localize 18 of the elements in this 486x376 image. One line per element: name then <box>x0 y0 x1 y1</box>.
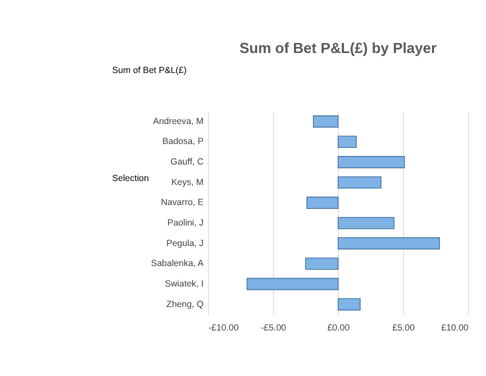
y-tick-label: Swiatek, I <box>164 278 204 288</box>
y-tick-label: Zheng, Q <box>166 298 204 309</box>
x-tick-label: -£5.00 <box>260 322 286 332</box>
y-tick-label: Andreeva, M <box>152 116 204 126</box>
x-tick-label: £5.00 <box>392 322 415 332</box>
y-tick-label: Gauff, C <box>170 156 204 167</box>
y-tick-label: Navarro, E <box>160 197 204 208</box>
y-tick-label: Keys, M <box>171 176 204 187</box>
x-tick-label: -£10.00 <box>208 322 239 332</box>
y-tick-label: Paolini, J <box>167 218 204 228</box>
x-tick-label: £10.00 <box>441 322 469 332</box>
x-tick-label: £0.00 <box>327 322 350 332</box>
y-tick-label: Pegula, J <box>166 238 204 248</box>
y-tick-label: Sabalenka, A <box>150 258 204 268</box>
chart-title: Sum of Bet P&L(£) by Player <box>239 40 438 57</box>
text: Sum of Bet P&L(£) <box>112 65 187 76</box>
y-axis-title: Selection <box>112 172 149 183</box>
y-tick-label: Badosa, P <box>162 136 204 146</box>
